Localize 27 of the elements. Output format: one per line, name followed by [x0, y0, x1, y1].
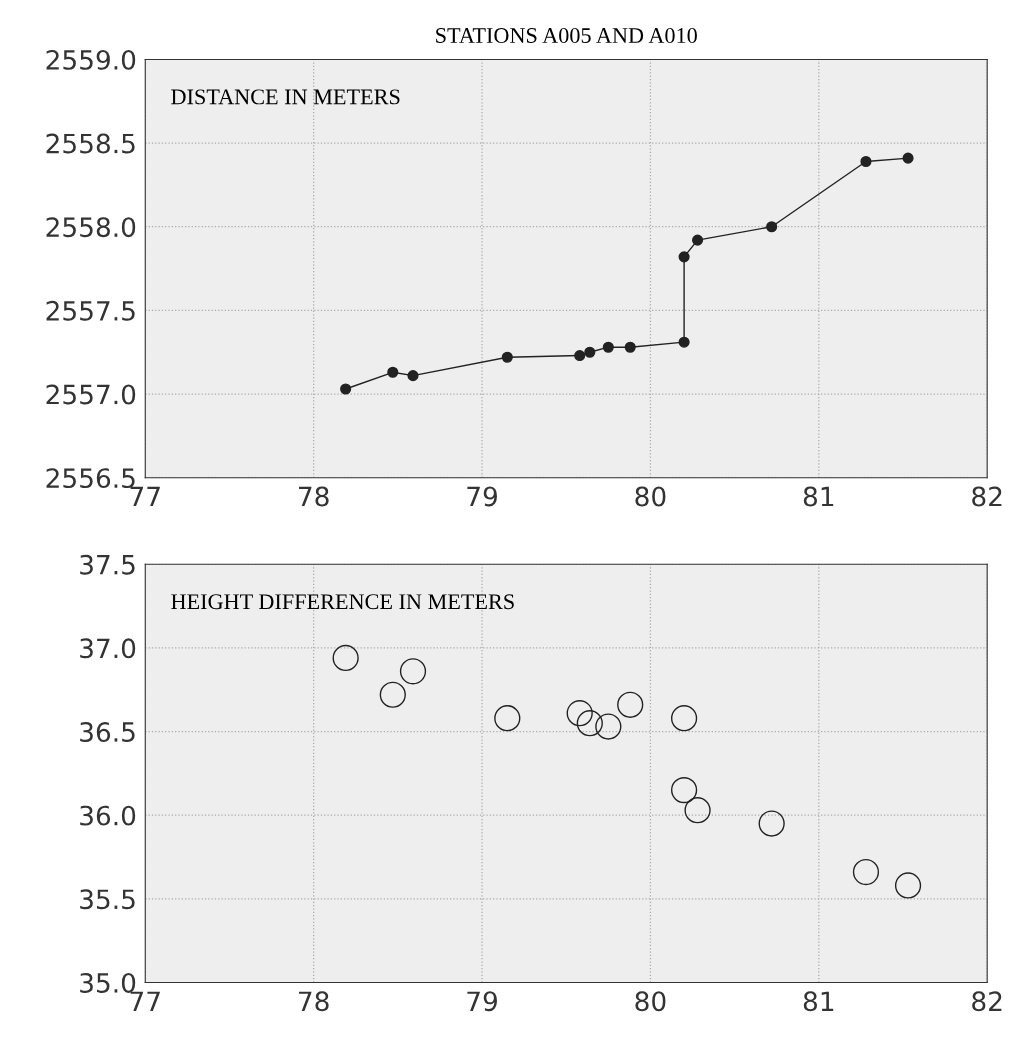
- chart-title: STATIONS A005 AND A010: [436, 28, 697, 43]
- x-tick-label: 80: [635, 486, 666, 507]
- y-tick-label: 35.0: [80, 972, 136, 993]
- x-tick-label: 79: [467, 486, 497, 507]
- y-tick-label: 2558.0: [46, 217, 136, 238]
- x-tick-label: 82: [972, 991, 1002, 1012]
- x-tick-label: 81: [803, 486, 834, 507]
- y-tick-label: 37.5: [80, 554, 135, 575]
- y-tick-label: 2557.0: [46, 384, 136, 405]
- x-tick-label: 82: [972, 486, 1002, 507]
- x-tick-label: 81: [803, 991, 834, 1012]
- y-tick-label: 2559.0: [46, 49, 136, 70]
- x-tick-label: 77: [130, 486, 160, 507]
- y-tick-label: 2558.5: [46, 133, 135, 154]
- y-tick-label: 2557.5: [46, 300, 135, 321]
- x-tick-label: 80: [635, 991, 666, 1012]
- x-tick-label: 77: [130, 991, 160, 1011]
- y-tick-label: 35.5: [80, 889, 135, 910]
- x-tick-label: 78: [299, 991, 329, 1012]
- x-tick-label: 78: [299, 486, 329, 507]
- y-tick-label: 2556.5: [46, 468, 135, 489]
- y-tick-label: 36.0: [80, 805, 136, 826]
- annotation: HEIGHT DIFFERENCE IN METERS: [171, 594, 514, 610]
- y-tick-label: 36.5: [80, 722, 135, 742]
- annotation: DISTANCE IN METERS: [171, 89, 400, 105]
- x-tick-label: 79: [467, 991, 497, 1012]
- y-tick-label: 37.0: [80, 638, 136, 659]
